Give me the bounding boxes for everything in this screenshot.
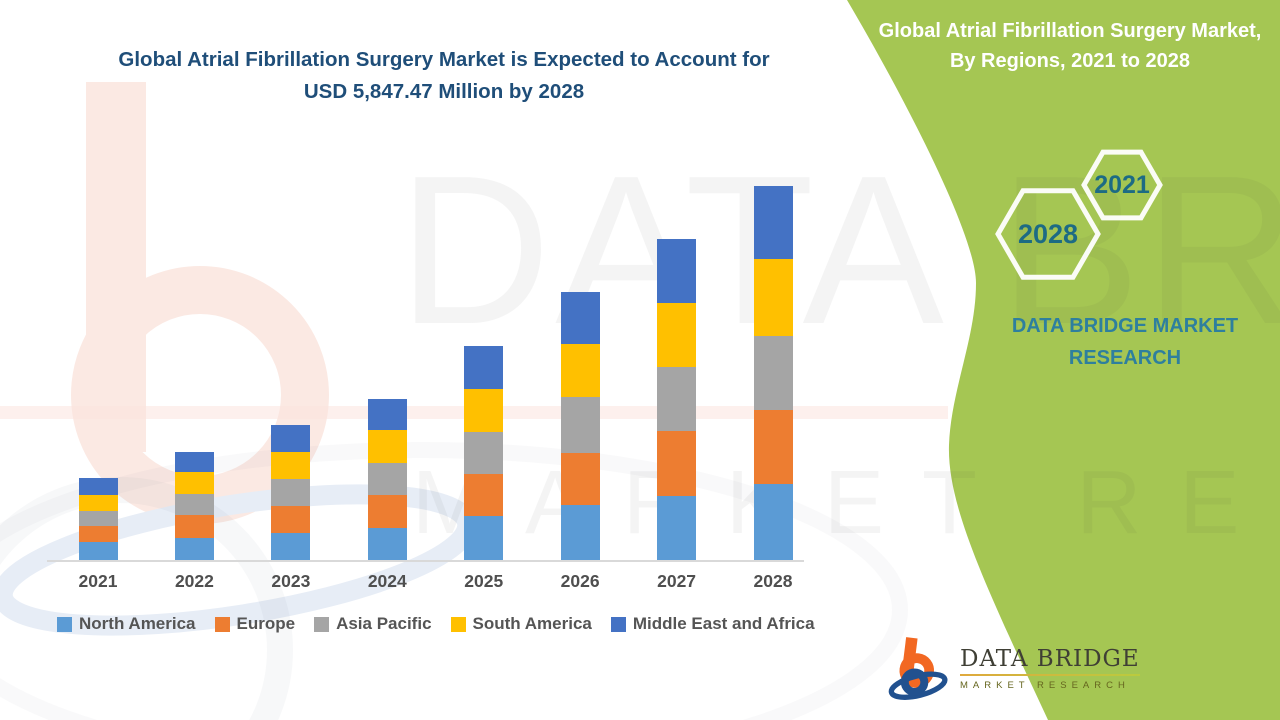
legend-item: South America: [450, 614, 592, 634]
legend-label: South America: [472, 614, 592, 633]
bar-segment: [657, 366, 697, 431]
legend-item: Middle East and Africa: [610, 614, 815, 634]
bar-segment: [78, 511, 118, 527]
bar-segment: [271, 505, 311, 533]
bar-2028: [753, 186, 793, 561]
bar-segment: [464, 431, 504, 474]
bar-segment: [271, 478, 311, 506]
logo-name: DATA BRIDGE: [960, 645, 1140, 672]
bar-segment: [174, 472, 214, 494]
chart-legend: North America Europe Asia Pacific South Ame…: [57, 614, 815, 634]
bar-segment: [753, 186, 793, 259]
bar-segment: [367, 398, 407, 430]
x-axis-label: 2026: [560, 571, 600, 591]
x-axis-label: 2025: [464, 571, 504, 591]
bar-segment: [174, 514, 214, 538]
data-bridge-logo-icon: [888, 637, 948, 700]
hexagon-2028-label: 2028: [1018, 219, 1078, 249]
bar-segment: [753, 483, 793, 561]
bar-2021: [78, 478, 118, 561]
x-axis-label: 2024: [367, 571, 407, 591]
bar-segment: [367, 494, 407, 528]
chart-title-line2: USD 5,847.47 Million by 2028: [303, 79, 585, 103]
legend-label: North America: [79, 614, 196, 633]
bar-segment: [657, 238, 697, 303]
legend-item: Asia Pacific: [314, 614, 432, 634]
logo-divider: [960, 673, 1140, 676]
bar-segment: [271, 532, 311, 561]
bar-segment: [464, 515, 504, 561]
bar-segment: [753, 335, 793, 410]
bar-segment: [271, 424, 311, 452]
bar-segment: [174, 494, 214, 515]
bar-segment: [657, 430, 697, 496]
x-axis-label: 2021: [78, 571, 118, 591]
bar-segment: [753, 258, 793, 336]
hexagon-2021-label: 2021: [1094, 171, 1150, 199]
bar-segment: [78, 478, 118, 495]
bar-segment: [78, 526, 118, 543]
bar-segment: [560, 292, 600, 345]
x-axis-line: [47, 560, 804, 562]
bar-2026: [560, 292, 600, 561]
data-bridge-logo: DATA BRIDGE MARKET RESEARCH: [888, 630, 1140, 706]
legend-swatch: [450, 616, 466, 632]
chart-title: Global Atrial Fibrillation Surgery Marke…: [78, 44, 810, 108]
bar-segment: [560, 397, 600, 454]
bar-segment: [560, 453, 600, 506]
legend-swatch: [57, 616, 72, 632]
x-axis-label: 2023: [271, 571, 311, 591]
bar-segment: [174, 537, 214, 561]
bar-segment: [753, 409, 793, 484]
bar-2023: [271, 424, 311, 561]
bar-segment: [78, 495, 118, 512]
hexagon-2021: [1081, 149, 1163, 221]
bar-segment: [174, 452, 214, 472]
bar-segment: [367, 527, 407, 561]
legend-label: Europe: [236, 614, 296, 633]
x-axis-label: 2028: [753, 571, 793, 591]
hexagon-2028: [995, 188, 1101, 280]
legend-label: Asia Pacific: [336, 614, 432, 633]
bar-segment: [560, 344, 600, 398]
bar-segment: [464, 473, 504, 516]
bar-segment: [560, 505, 600, 561]
bar-segment: [464, 388, 504, 432]
legend-swatch: [610, 616, 626, 632]
bar-segment: [464, 345, 504, 389]
bar-segment: [367, 429, 407, 463]
bar-2024: [367, 398, 407, 561]
bar-segment: [78, 542, 118, 561]
legend-item: Europe: [214, 614, 296, 634]
bar-segment: [657, 302, 697, 367]
side-panel-title: Global Atrial Fibrillation Surgery Marke…: [878, 20, 1262, 72]
bar-2027: [657, 238, 697, 561]
bar-segment: [367, 462, 407, 495]
bar-segment: [271, 451, 311, 479]
logo-subtext: MARKET RESEARCH: [960, 679, 1130, 691]
bar-segment: [657, 495, 697, 561]
legend-item: North America: [57, 614, 196, 634]
x-axis-label: 2022: [174, 571, 214, 591]
legend-label: Middle East and Africa: [632, 614, 815, 633]
year-hexagons: 2021 2028: [995, 149, 1163, 280]
legend-swatch: [314, 616, 330, 632]
brand-text: DATA BRIDGE MARKET RESEARCH: [1011, 315, 1239, 369]
logo-wordmark: DATA BRIDGE MARKET RESEARCH: [960, 646, 1140, 691]
bar-2025: [464, 345, 504, 561]
legend-swatch: [214, 616, 230, 632]
x-axis-label: 2027: [657, 571, 697, 591]
chart-title-line1: Global Atrial Fibrillation Surgery Marke…: [118, 48, 770, 71]
bar-2022: [174, 452, 214, 561]
